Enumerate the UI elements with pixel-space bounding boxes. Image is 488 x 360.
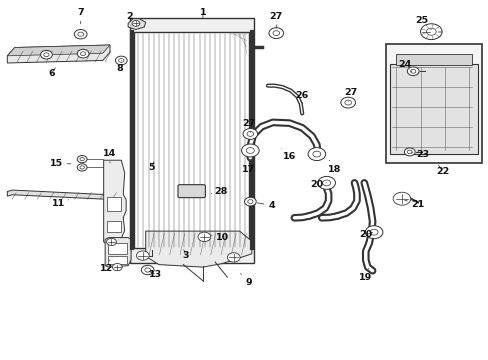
Circle shape [44, 53, 49, 57]
Bar [106, 221, 121, 232]
Circle shape [272, 31, 279, 36]
Text: 27: 27 [269, 12, 283, 28]
Circle shape [198, 232, 210, 242]
Text: 17: 17 [241, 160, 255, 174]
Circle shape [247, 200, 252, 203]
Text: 24: 24 [397, 60, 411, 72]
Circle shape [407, 150, 411, 154]
Circle shape [420, 24, 441, 40]
Circle shape [426, 28, 435, 35]
Text: 14: 14 [103, 149, 117, 163]
Circle shape [77, 164, 87, 171]
Circle shape [112, 264, 122, 271]
Circle shape [244, 197, 256, 206]
Text: 25: 25 [414, 17, 430, 30]
Polygon shape [7, 45, 110, 56]
Text: 7: 7 [77, 8, 84, 24]
Text: 13: 13 [149, 270, 162, 279]
Circle shape [307, 148, 325, 161]
Text: 5: 5 [148, 162, 155, 172]
Circle shape [404, 148, 414, 156]
Circle shape [407, 67, 418, 76]
Circle shape [78, 32, 83, 36]
Circle shape [144, 268, 150, 272]
FancyBboxPatch shape [178, 185, 205, 198]
Bar [129, 18, 254, 263]
Text: 20: 20 [359, 230, 372, 239]
Circle shape [312, 151, 320, 157]
Circle shape [317, 176, 335, 189]
Circle shape [80, 158, 84, 161]
Text: 21: 21 [404, 200, 424, 209]
Circle shape [344, 100, 351, 105]
Circle shape [132, 21, 140, 26]
Text: 16: 16 [281, 148, 296, 161]
Circle shape [80, 166, 84, 169]
Text: 2: 2 [126, 12, 133, 25]
Circle shape [410, 69, 415, 73]
Circle shape [77, 156, 87, 163]
Circle shape [74, 30, 87, 39]
Polygon shape [7, 190, 117, 200]
Text: 22: 22 [435, 165, 448, 176]
Circle shape [81, 52, 85, 55]
Text: 12: 12 [100, 260, 113, 273]
Circle shape [268, 28, 283, 39]
Polygon shape [105, 238, 131, 267]
Text: 28: 28 [211, 187, 227, 196]
Circle shape [246, 148, 254, 153]
Text: 20: 20 [310, 180, 326, 189]
Text: 10: 10 [210, 233, 228, 242]
Text: 15: 15 [50, 159, 71, 168]
Bar [107, 256, 127, 264]
Bar [395, 54, 471, 65]
Text: 19: 19 [358, 269, 372, 282]
Circle shape [246, 131, 253, 136]
Circle shape [365, 226, 382, 239]
Bar [106, 197, 121, 211]
Circle shape [119, 59, 123, 62]
Circle shape [141, 265, 154, 275]
Polygon shape [103, 160, 126, 244]
Text: 27: 27 [241, 119, 255, 132]
Text: 4: 4 [257, 201, 274, 210]
Circle shape [115, 56, 127, 65]
Text: 23: 23 [410, 150, 428, 159]
Text: 6: 6 [48, 68, 55, 78]
Text: 1: 1 [199, 8, 206, 18]
Circle shape [322, 180, 330, 186]
Circle shape [41, 50, 52, 59]
Bar [386, 44, 481, 163]
Circle shape [227, 253, 240, 262]
Polygon shape [145, 231, 251, 267]
Circle shape [340, 97, 355, 108]
Circle shape [369, 229, 377, 235]
Text: 8: 8 [116, 60, 123, 73]
Text: 3: 3 [182, 250, 189, 260]
Text: 27: 27 [344, 89, 357, 102]
Bar [134, 32, 249, 248]
Circle shape [136, 251, 149, 260]
Polygon shape [7, 45, 110, 63]
Text: 9: 9 [240, 274, 251, 287]
Circle shape [241, 144, 259, 157]
Text: 11: 11 [52, 199, 68, 208]
Bar [107, 243, 127, 254]
Text: 26: 26 [295, 91, 308, 104]
Circle shape [106, 238, 116, 246]
Circle shape [243, 129, 257, 139]
Circle shape [392, 192, 410, 205]
Text: 18: 18 [327, 160, 341, 174]
Bar [389, 64, 477, 154]
Circle shape [77, 49, 89, 58]
Polygon shape [128, 19, 145, 30]
